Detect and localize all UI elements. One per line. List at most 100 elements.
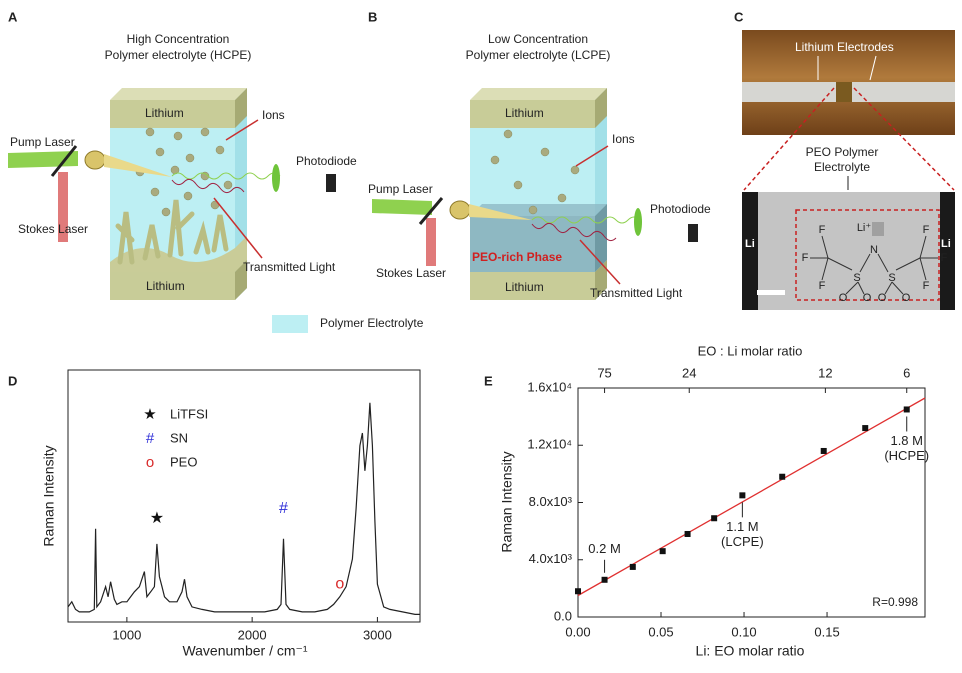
slab-side	[235, 260, 247, 300]
label: Pump Laser	[10, 135, 75, 149]
y-tick-label: 1.2x10⁴	[527, 437, 572, 452]
x-tick-label: 3000	[363, 627, 392, 642]
label: Ions	[612, 132, 635, 146]
x2-axis-label: EO : Li molar ratio	[698, 343, 803, 358]
peak-marker: #	[279, 500, 288, 517]
panel-label: B	[368, 9, 377, 24]
electrode-label: Lithium	[145, 106, 184, 120]
beam	[469, 204, 532, 220]
slab	[470, 100, 595, 128]
cation: Li⁺	[857, 222, 872, 234]
electrode-edge	[940, 192, 955, 310]
point	[684, 530, 691, 537]
point	[739, 492, 746, 499]
photodiode-lens	[272, 164, 280, 192]
ions	[490, 129, 580, 215]
photodiode	[326, 174, 336, 192]
atom: O	[839, 292, 848, 304]
arrow	[869, 55, 877, 81]
legend-label: PEO	[170, 454, 197, 469]
y-tick-label: 4.0x10³	[529, 551, 573, 566]
slab-side	[595, 260, 607, 300]
particle	[872, 222, 884, 236]
slab-top	[110, 88, 247, 100]
panel-a: A High Concentration Polymer electrolyte…	[8, 9, 357, 300]
panel-label: C	[734, 9, 744, 24]
electrode-label: Lithium	[505, 106, 544, 120]
lens	[84, 150, 106, 170]
atom: F	[941, 252, 948, 264]
atom: N	[870, 244, 878, 256]
dendrite-base	[110, 236, 247, 272]
slab-side	[595, 88, 607, 128]
phase-side	[595, 204, 607, 272]
annotation: R=0.998	[872, 595, 918, 609]
electrode-label: Lithium	[146, 279, 185, 293]
pump-laser	[372, 199, 432, 215]
title: High Concentration	[127, 32, 230, 46]
legend-symbol: ★	[143, 406, 156, 423]
slab-side	[235, 88, 247, 128]
y-tick-label: 0.0	[554, 608, 572, 623]
slab	[110, 272, 235, 300]
gap	[836, 82, 852, 102]
arrow	[579, 239, 621, 285]
label: Photodiode	[296, 154, 357, 168]
peak-marker: ★	[150, 510, 164, 527]
x-tick-label: 0.15	[814, 624, 839, 639]
atom: F	[923, 224, 930, 236]
photodiode-lens	[634, 208, 642, 236]
point	[601, 576, 608, 583]
label: Lithium Electrodes	[795, 40, 894, 54]
arrow	[213, 197, 263, 259]
stokes-laser	[58, 172, 68, 242]
y-axis-label: Raman Intensity	[499, 451, 515, 552]
beam	[104, 154, 172, 177]
photodiode	[688, 224, 698, 242]
y-axis-label: Raman Intensity	[41, 445, 57, 546]
legend-symbol: #	[146, 430, 155, 447]
atom: O	[863, 292, 872, 304]
annotation: 1.8 M	[890, 433, 923, 448]
slab	[110, 100, 235, 128]
lens	[449, 200, 471, 220]
label: Electrolyte	[814, 160, 870, 174]
point	[629, 563, 636, 570]
arrow	[575, 145, 609, 167]
x-tick-label: 1000	[112, 627, 141, 642]
panel-c: C Lithium Electrodes PEO Polymer Electro…	[734, 9, 955, 310]
slab	[470, 272, 595, 300]
panel-label: D	[8, 373, 17, 388]
slab-top	[470, 88, 607, 100]
atom: O	[902, 292, 911, 304]
x-tick-label: 0.05	[648, 624, 673, 639]
atom: F	[819, 224, 826, 236]
bonds	[810, 235, 938, 295]
x-tick-label: 2000	[238, 627, 267, 642]
stokes-laser	[426, 218, 436, 266]
atom: O	[878, 292, 887, 304]
x-axis-label: Wavenumber / cm⁻¹	[182, 643, 307, 659]
x2-tick-label: 75	[597, 365, 611, 380]
annotation: 1.1 M	[726, 519, 759, 534]
label: Stokes Laser	[376, 266, 446, 280]
wave	[531, 222, 617, 242]
point	[862, 425, 869, 432]
label: Stokes Laser	[18, 222, 88, 236]
x-axis-label: Li: EO molar ratio	[696, 643, 805, 659]
y-tick-label: 1.6x10⁴	[527, 379, 572, 394]
title: Polymer electrolyte (HCPE)	[105, 48, 252, 62]
label: PEO Polymer	[806, 145, 879, 159]
phase-label: PEO-rich Phase	[472, 250, 562, 264]
point	[659, 548, 666, 555]
atom: F	[802, 252, 809, 264]
annotation: 0.2 M	[588, 541, 621, 556]
label: Li	[941, 238, 951, 250]
zoom-line	[853, 87, 955, 191]
title: Polymer electrolyte (LCPE)	[466, 48, 611, 62]
atom: S	[888, 272, 895, 284]
label: Ions	[262, 108, 285, 122]
point	[779, 473, 786, 480]
point	[820, 447, 827, 454]
